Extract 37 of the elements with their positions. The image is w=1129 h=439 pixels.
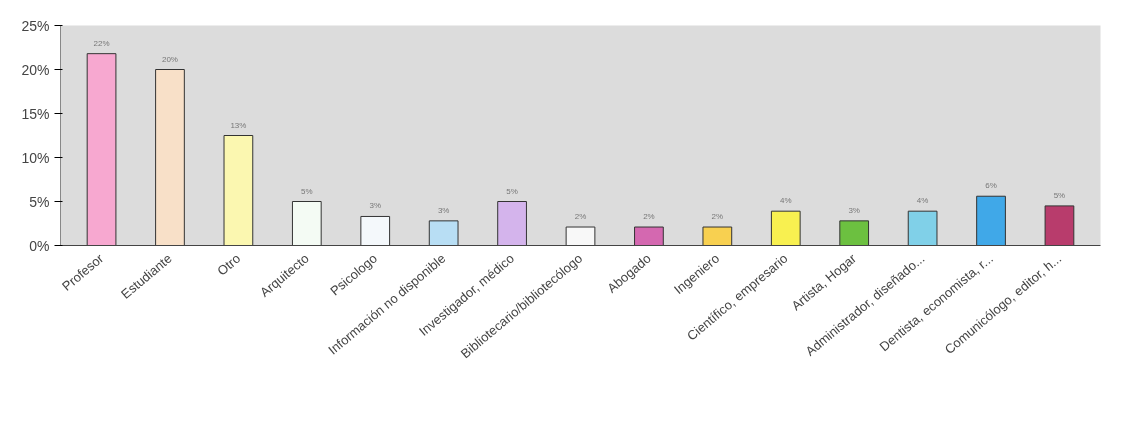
bar — [223, 135, 254, 246]
y-tick-label: 0% — [29, 237, 50, 254]
y-tick-label: 5% — [29, 193, 50, 210]
y-tick-label: 10% — [21, 149, 50, 166]
data-label: 5% — [1053, 190, 1066, 200]
bar — [291, 201, 322, 246]
data-label: 20% — [161, 54, 178, 64]
bar — [428, 220, 459, 246]
data-label: 3% — [369, 201, 382, 211]
data-label: 13% — [230, 120, 247, 130]
bar — [770, 210, 801, 246]
data-label: 5% — [506, 186, 518, 196]
data-label: 2% — [711, 212, 724, 222]
bar — [360, 215, 391, 246]
data-label: 22% — [93, 38, 110, 48]
bar — [86, 53, 117, 246]
data-label: 4% — [916, 196, 929, 206]
data-label: 2% — [574, 212, 587, 222]
data-label: 4% — [779, 196, 792, 206]
bar — [976, 195, 1006, 246]
bar — [702, 226, 733, 246]
x-tick-label: Otro — [214, 250, 244, 279]
data-label: 2% — [643, 212, 655, 222]
y-tick-label: 25% — [21, 17, 50, 34]
bar — [155, 69, 185, 246]
bar — [497, 201, 527, 246]
bar — [839, 220, 870, 246]
data-label: 6% — [985, 181, 997, 191]
y-tick-label: 20% — [21, 61, 50, 78]
bar — [634, 226, 664, 246]
data-label: 5% — [301, 186, 313, 196]
data-label: 3% — [848, 205, 860, 215]
bar — [1044, 205, 1075, 246]
bar — [565, 226, 596, 246]
data-label: 3% — [437, 205, 450, 215]
y-tick-label: 15% — [21, 105, 50, 122]
bar — [907, 210, 938, 246]
